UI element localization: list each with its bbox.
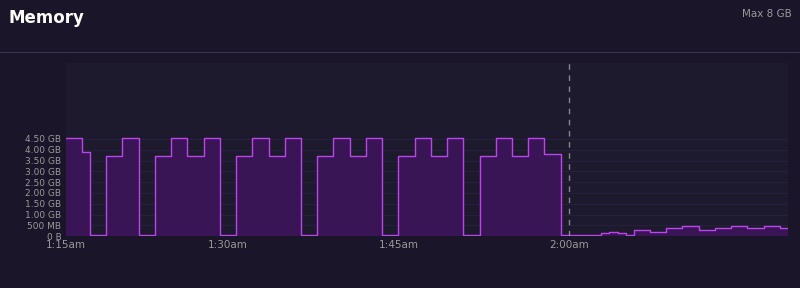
Text: Memory: Memory <box>8 9 84 27</box>
Text: Max 8 GB: Max 8 GB <box>742 9 792 19</box>
